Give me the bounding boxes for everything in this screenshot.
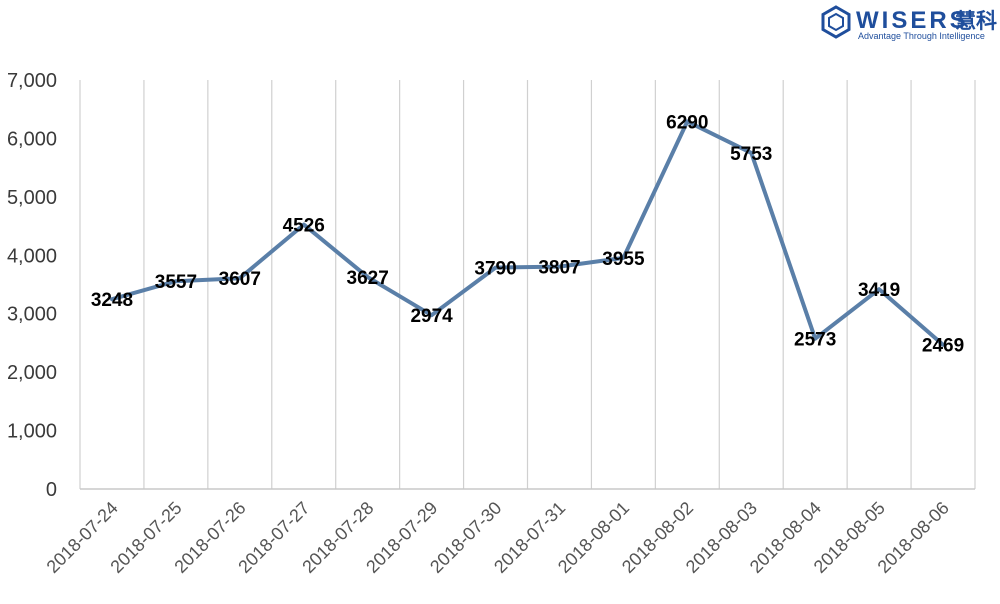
data-label: 3419: [858, 280, 900, 301]
data-label: 5753: [730, 144, 772, 165]
series: [110, 119, 945, 347]
data-label: 3627: [347, 268, 389, 289]
data-label: 3790: [474, 259, 516, 280]
y-tick-label: 1,000: [7, 421, 57, 443]
data-label: 6290: [666, 112, 708, 133]
data-label: 2469: [922, 336, 964, 357]
wisers-logo: WISERS 慧科 Advantage Through Intelligence: [821, 5, 997, 41]
data-label: 2573: [794, 330, 836, 351]
y-tick-label: 7,000: [7, 70, 57, 92]
y-tick-label: 6,000: [7, 128, 57, 150]
data-label: 3955: [602, 249, 645, 270]
series-line: [110, 119, 945, 347]
data-labels: 3248 3557 3607 4526 3627 2974 3790 3807 3955 6290…: [91, 112, 964, 356]
y-tick-label: 0: [46, 479, 57, 501]
grid-lines: [79, 80, 976, 489]
data-label: 4526: [283, 216, 325, 237]
data-label: 3248: [91, 290, 133, 311]
data-label: 3807: [538, 258, 580, 279]
y-axis-ticks: 0 1,000 2,000 3,000 4,000 5,000 6,000 7,000: [7, 70, 57, 501]
y-tick-label: 5,000: [7, 187, 57, 209]
brand-tagline: Advantage Through Intelligence: [858, 31, 985, 41]
x-axis-ticks: 2018-07-242018-07-252018-07-262018-07-27…: [43, 498, 953, 577]
y-tick-label: 3,000: [7, 304, 57, 326]
hexagon-logo-icon: [821, 5, 851, 39]
brand-name-cn: 慧科: [955, 9, 997, 33]
data-label: 2974: [410, 306, 453, 327]
data-label: 3557: [155, 272, 197, 293]
y-tick-label: 2,000: [7, 362, 57, 384]
brand-name: WISERS: [856, 7, 969, 34]
y-tick-label: 4,000: [7, 245, 57, 267]
data-label: 3607: [219, 269, 261, 290]
